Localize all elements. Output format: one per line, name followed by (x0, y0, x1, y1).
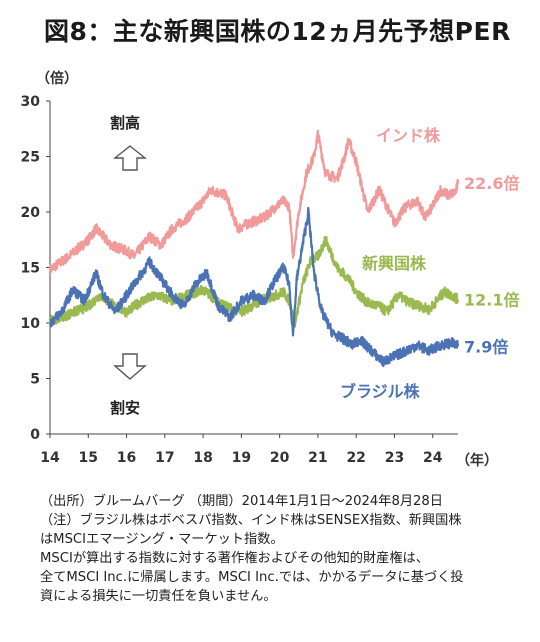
series-label-india: インド株 (376, 126, 441, 145)
annotation-expensive: 割高 (110, 114, 141, 132)
series-label-brazil: ブラジル株 (340, 382, 420, 401)
note-line: はMSCIエマージング・マーケット指数。 (40, 532, 284, 547)
y-tick-label: 30 (21, 94, 41, 110)
y-axis-unit: （倍） (36, 71, 78, 87)
chart-axes: 0 5 10 15 20 25 30 14 15 16 17 18 19 20 21 22 23 24 (21, 94, 458, 466)
y-tick-label: 5 (30, 372, 40, 388)
note-line: 全てMSCI Inc.に帰属します。MSCI Inc.では、かかるデータに基づく… (40, 570, 464, 585)
note-line: （注）ブラジル株はボベスパ指数、インド株はSENSEX指数、新興国株 (40, 513, 462, 528)
down-arrow-icon (113, 353, 147, 380)
y-tick-label: 25 (21, 150, 40, 166)
note-line: （出所）ブルームバーグ （期間）2014年1月1日～2024年8月28日 (40, 494, 443, 509)
series-end-label: 22.6倍 (464, 174, 519, 193)
series-end-label: 12.1倍 (464, 291, 519, 310)
series-india-line (48, 129, 460, 275)
x-tick-label: 18 (193, 450, 212, 466)
series-end-label: 7.9倍 (464, 337, 508, 356)
x-tick-label: 19 (232, 450, 251, 466)
x-tick-label: 17 (155, 450, 174, 466)
series-brazil-line (49, 206, 460, 368)
y-tick-label: 0 (30, 427, 40, 443)
x-tick-label: 22 (346, 450, 365, 466)
note-line: MSCIが算出する指数に対する著作権およびその他知的財産権は、 (40, 551, 429, 566)
x-tick-label: 15 (79, 450, 98, 466)
up-arrow-icon (113, 145, 147, 171)
note-line: 資による損失に一切責任を負いません。 (40, 589, 277, 604)
x-tick-label: 16 (117, 450, 136, 466)
y-tick-label: 20 (21, 205, 41, 221)
chart-series (48, 129, 460, 368)
x-tick-label: 21 (308, 450, 327, 466)
series-label-em: 新興国株 (362, 254, 427, 273)
y-tick-label: 15 (21, 261, 40, 277)
x-axis-unit: （年） (456, 453, 498, 469)
x-tick-label: 14 (40, 450, 60, 466)
x-tick-label: 24 (423, 450, 443, 466)
chart-end-labels: 22.6倍 12.1倍 7.9倍 (464, 174, 519, 356)
x-tick-label: 20 (270, 450, 290, 466)
chart-title: 図8：主な新興国株の12ヵ月先予想PER (44, 17, 511, 46)
annotation-cheap: 割安 (110, 399, 141, 417)
y-tick-label: 10 (21, 316, 41, 332)
source-notes: （出所）ブルームバーグ （期間）2014年1月1日～2024年8月28日 （注）… (40, 492, 536, 606)
x-tick-label: 23 (385, 450, 404, 466)
